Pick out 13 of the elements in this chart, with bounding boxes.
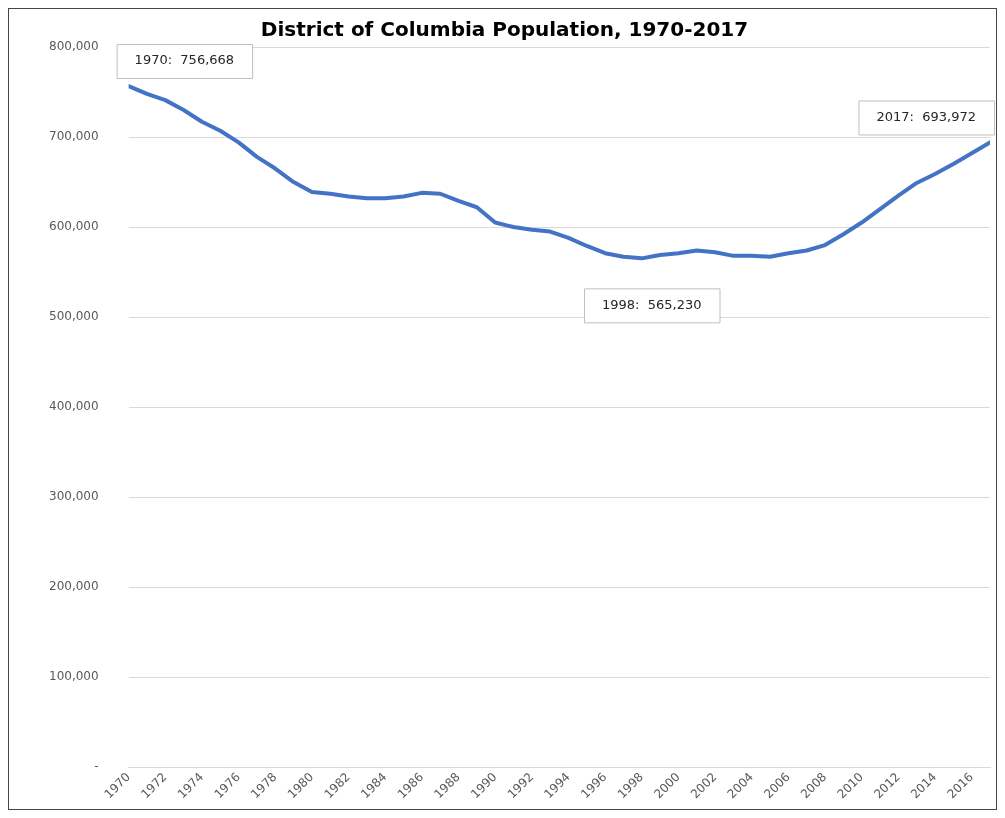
annotation: 1998: 565,230 — [602, 296, 702, 312]
y-tick-label: 800,000 — [49, 39, 99, 54]
y-tick-label: 600,000 — [49, 219, 99, 234]
y-tick-label: 300,000 — [49, 489, 99, 504]
y-tick-label: - — [94, 759, 99, 774]
chart-title: District of Columbia Population, 1970-2017 — [260, 17, 749, 42]
y-tick-label: 200,000 — [49, 579, 99, 594]
y-tick-label: 400,000 — [49, 399, 99, 414]
y-tick-label: 500,000 — [49, 309, 99, 324]
y-tick-label: 700,000 — [49, 129, 99, 144]
annotation: 1970: 756,668 — [134, 52, 235, 68]
annotation: 2017: 693,972 — [876, 108, 977, 124]
y-tick-label: 100,000 — [49, 669, 99, 684]
